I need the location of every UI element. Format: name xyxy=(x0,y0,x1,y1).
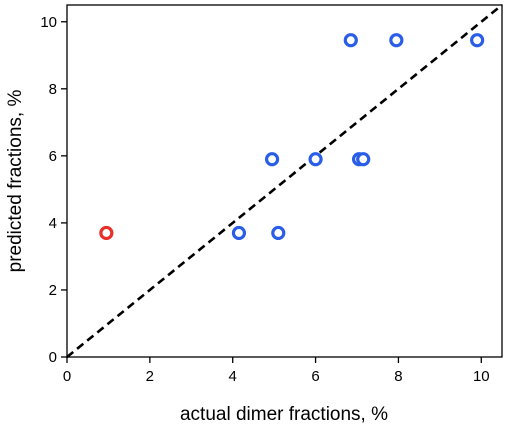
data-point xyxy=(389,33,404,48)
data-point xyxy=(271,225,286,241)
x-tick-label: 0 xyxy=(63,368,71,385)
x-axis: 0 2 4 6 8 10 xyxy=(63,357,490,385)
data-point xyxy=(264,152,280,167)
data-points xyxy=(99,33,485,241)
data-point xyxy=(356,152,371,167)
x-tick-label: 4 xyxy=(229,368,237,385)
y-axis: 0 2 4 6 8 10 xyxy=(40,14,67,366)
data-point xyxy=(308,152,323,167)
y-tick-label: 6 xyxy=(49,148,57,165)
outlier-point xyxy=(99,225,114,241)
y-tick-label: 8 xyxy=(49,81,57,98)
y-tick-label: 2 xyxy=(49,282,57,299)
y-tick-label: 10 xyxy=(40,14,57,31)
data-point xyxy=(470,33,485,48)
y-tick-label: 0 xyxy=(49,349,57,366)
plot-frame xyxy=(66,4,503,358)
x-axis-title: actual dimer fractions, % xyxy=(180,404,388,425)
y-axis-title: predicted fractions, % xyxy=(5,90,26,273)
data-point xyxy=(231,225,247,241)
y-tick-label: 4 xyxy=(49,215,57,232)
identity-line xyxy=(66,3,503,359)
data-point xyxy=(343,33,358,48)
x-tick-label: 10 xyxy=(473,368,490,385)
x-tick-label: 8 xyxy=(394,368,402,385)
x-tick-label: 2 xyxy=(146,368,154,385)
x-tick-label: 6 xyxy=(311,368,319,385)
